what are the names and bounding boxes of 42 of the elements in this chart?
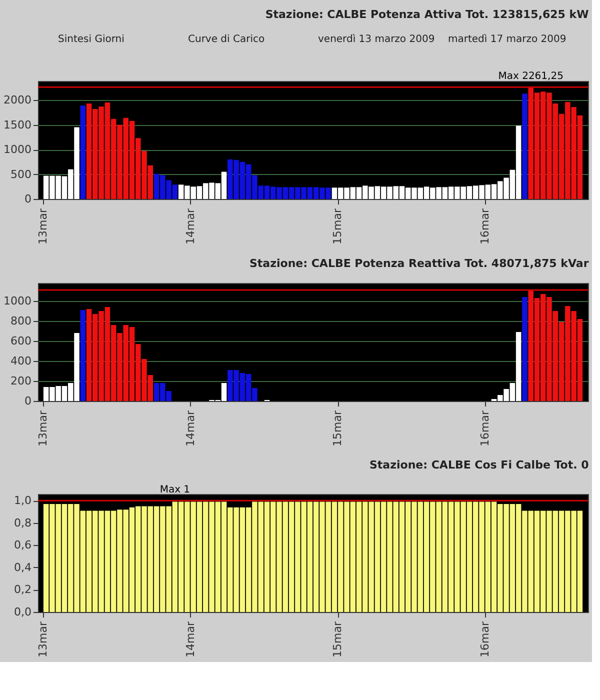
- ref-line-label: Max 2261,25: [498, 71, 564, 82]
- x-tick-label: 16mar: [478, 621, 492, 658]
- x-tick-label: 13mar: [36, 410, 50, 446]
- x-tick-label: 16mar: [478, 208, 492, 244]
- y-tick-label: 2000: [4, 94, 32, 107]
- y-tick-label: 800: [10, 314, 32, 328]
- bar: [522, 297, 528, 401]
- y-tick-label: 500: [10, 168, 32, 181]
- text: Sintesi Giorni: [58, 34, 124, 45]
- x-tick-label: 13mar: [36, 621, 50, 658]
- text: Curve di Carico: [188, 34, 265, 45]
- y-tick-label: 1500: [4, 118, 32, 132]
- text: martedì 17 marzo 2009: [448, 34, 566, 45]
- y-tick-label: 0,8: [14, 516, 32, 530]
- ref-line-label: Max 1: [160, 484, 190, 496]
- chart-title: Stazione: CALBE Potenza Reattiva Tot. 48071,875 kVar: [250, 257, 590, 270]
- x-tick-label: 14mar: [184, 621, 197, 658]
- y-tick-label: 0,2: [14, 583, 32, 596]
- x-tick-label: 15mar: [331, 621, 344, 658]
- x-tick-label: 16mar: [478, 410, 492, 446]
- x-tick-label: 14mar: [184, 410, 197, 446]
- x-tick-label: 14mar: [184, 208, 197, 244]
- y-tick-label: 200: [10, 374, 32, 388]
- x-tick-label: 15mar: [331, 208, 344, 244]
- y-tick-label: 0: [24, 192, 32, 206]
- x-tick-label: 15mar: [331, 410, 344, 446]
- chart-title: Stazione: CALBE Potenza Attiva Tot. 123815,625 kW: [265, 8, 589, 21]
- text: venerdì 13 marzo 2009: [318, 34, 435, 45]
- x-tick-label: 13mar: [36, 208, 50, 244]
- y-tick-label: 0,6: [14, 538, 32, 552]
- y-tick-label: 1000: [4, 143, 32, 156]
- y-tick-label: 1000: [4, 294, 32, 308]
- y-tick-label: 600: [10, 334, 32, 348]
- bar: [80, 310, 86, 401]
- y-tick-label: 0,0: [14, 606, 32, 618]
- bar: [522, 94, 528, 199]
- y-tick-label: 0,4: [14, 560, 32, 574]
- y-tick-label: 0: [24, 394, 32, 408]
- chart-title: Stazione: CALBE Cos Fi Calbe Tot. 0: [370, 458, 590, 472]
- y-tick-label: 400: [10, 354, 32, 368]
- y-tick-label: 1,0: [14, 494, 32, 508]
- bar: [80, 105, 86, 199]
